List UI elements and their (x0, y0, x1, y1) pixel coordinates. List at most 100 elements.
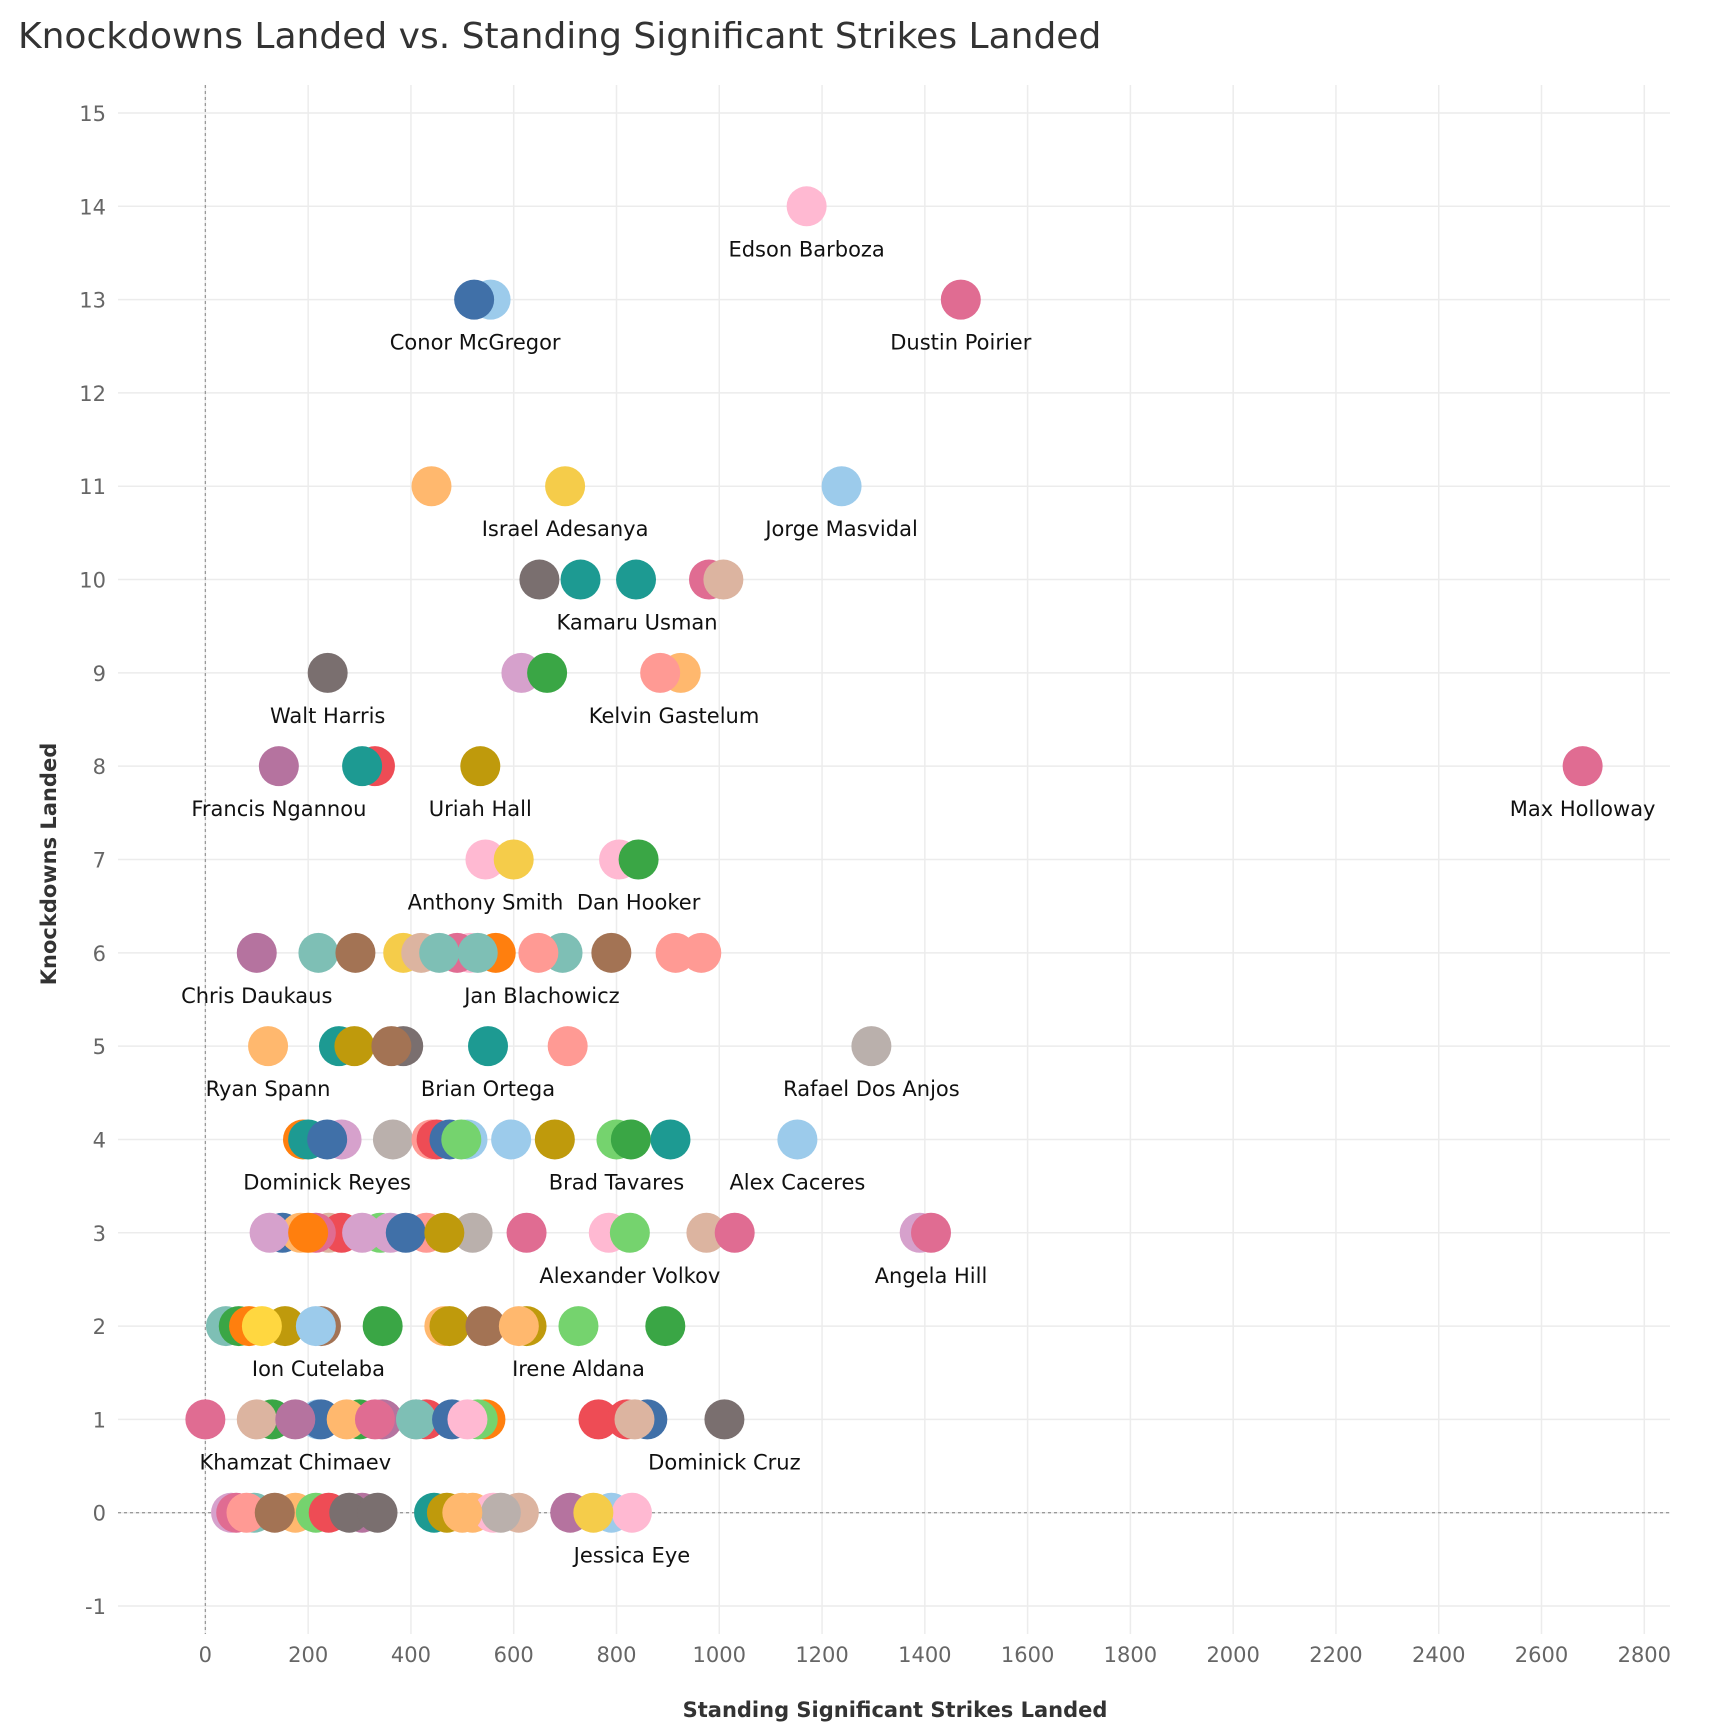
point-label: Walt Harris (270, 704, 385, 728)
x-tick-label: 2800 (1618, 1643, 1671, 1667)
data-point (372, 1119, 413, 1160)
point-label: Brian Ortega (421, 1077, 555, 1101)
x-tick-label: 1400 (898, 1643, 951, 1667)
data-point (354, 1399, 395, 1440)
point-label: Uriah Hall (429, 797, 532, 821)
data-point (307, 1119, 348, 1160)
data-point (1562, 746, 1603, 787)
gridlines (118, 85, 1670, 1634)
data-point (307, 652, 348, 693)
data-point (560, 559, 601, 600)
data-point (424, 1212, 465, 1253)
x-tick-label: 1000 (693, 1643, 746, 1667)
data-point (335, 932, 376, 973)
data-points (185, 186, 1603, 1533)
data-point (288, 1212, 329, 1253)
x-tick-label: 600 (494, 1643, 534, 1667)
point-label: Alexander Volkov (539, 1264, 720, 1288)
data-point (618, 839, 659, 880)
data-point (468, 1026, 509, 1067)
data-point (258, 746, 299, 787)
data-point (362, 1306, 403, 1347)
data-point (545, 466, 586, 507)
data-point (465, 839, 506, 880)
point-label: Dan Hooker (577, 891, 701, 915)
x-tick-label: 200 (288, 1643, 328, 1667)
data-point (411, 466, 452, 507)
data-point (777, 1119, 818, 1160)
data-point (447, 1399, 488, 1440)
point-label: Israel Adesanya (482, 517, 649, 541)
data-point (911, 1212, 952, 1253)
y-tick-label: 0 (93, 1502, 106, 1526)
point-label: Irene Aldana (512, 1357, 645, 1381)
point-label: Jorge Masvidal (763, 517, 917, 541)
data-point (611, 1492, 652, 1533)
data-point (329, 1492, 370, 1533)
data-point (429, 1306, 470, 1347)
x-tick-label: 2600 (1515, 1643, 1568, 1667)
data-point (786, 186, 827, 227)
x-tick-label: 2000 (1206, 1643, 1259, 1667)
point-label: Angela Hill (875, 1264, 988, 1288)
point-label: Ion Cutelaba (252, 1357, 385, 1381)
data-point (226, 1492, 267, 1533)
y-tick-label: 7 (93, 849, 106, 873)
point-label: Khamzat Chimaev (199, 1450, 391, 1474)
data-point (454, 279, 495, 320)
data-point (236, 1399, 277, 1440)
data-point (480, 1492, 521, 1533)
point-label: Dominick Cruz (648, 1450, 800, 1474)
data-point (940, 279, 981, 320)
x-tick-label: 400 (391, 1643, 431, 1667)
data-point (527, 652, 568, 693)
data-point (491, 1119, 532, 1160)
data-point (241, 1306, 282, 1347)
point-label: Kelvin Gastelum (589, 704, 760, 728)
data-point (396, 1399, 437, 1440)
y-tick-label: 14 (79, 195, 106, 219)
point-label: Kamaru Usman (556, 611, 717, 635)
data-point (248, 1026, 289, 1067)
data-point (519, 559, 560, 600)
data-point (342, 746, 383, 787)
x-tick-label: 2200 (1309, 1643, 1362, 1667)
point-label: Conor McGregor (390, 331, 561, 355)
x-tick-label: 0 (199, 1643, 212, 1667)
data-point (371, 1026, 412, 1067)
data-point (714, 1212, 755, 1253)
point-label: Brad Tavares (549, 1170, 684, 1194)
data-point (441, 1119, 482, 1160)
chart-title: Knockdowns Landed vs. Standing Significa… (18, 16, 1102, 57)
data-point (645, 1306, 686, 1347)
x-tick-label: 800 (596, 1643, 636, 1667)
data-point (616, 559, 657, 600)
data-point (254, 1492, 295, 1533)
point-label: Ryan Spann (206, 1077, 331, 1101)
data-point (460, 746, 501, 787)
x-axis-ticks: 0 200 400 600 800 1000 1200 1400 1600 1800 2000 220… (199, 1643, 1671, 1667)
y-tick-label: 5 (93, 1035, 106, 1059)
data-point (249, 1212, 290, 1253)
data-point (591, 932, 632, 973)
x-tick-label: 1200 (795, 1643, 848, 1667)
data-point (821, 466, 862, 507)
data-point (326, 1399, 367, 1440)
y-axis-label: Knockdowns Landed (37, 743, 61, 986)
y-tick-label: 15 (79, 102, 106, 126)
point-label: Dominick Reyes (243, 1170, 411, 1194)
data-point (298, 932, 339, 973)
data-point (609, 1212, 650, 1253)
data-point (578, 1399, 619, 1440)
data-point (334, 1026, 375, 1067)
y-tick-label: 11 (79, 475, 106, 499)
data-point (518, 932, 559, 973)
data-point (681, 932, 722, 973)
point-label: Alex Caceres (729, 1170, 865, 1194)
data-point (452, 1212, 493, 1253)
data-point (295, 1306, 336, 1347)
data-point (703, 559, 744, 600)
data-point (357, 1492, 398, 1533)
point-label: Anthony Smith (408, 891, 564, 915)
